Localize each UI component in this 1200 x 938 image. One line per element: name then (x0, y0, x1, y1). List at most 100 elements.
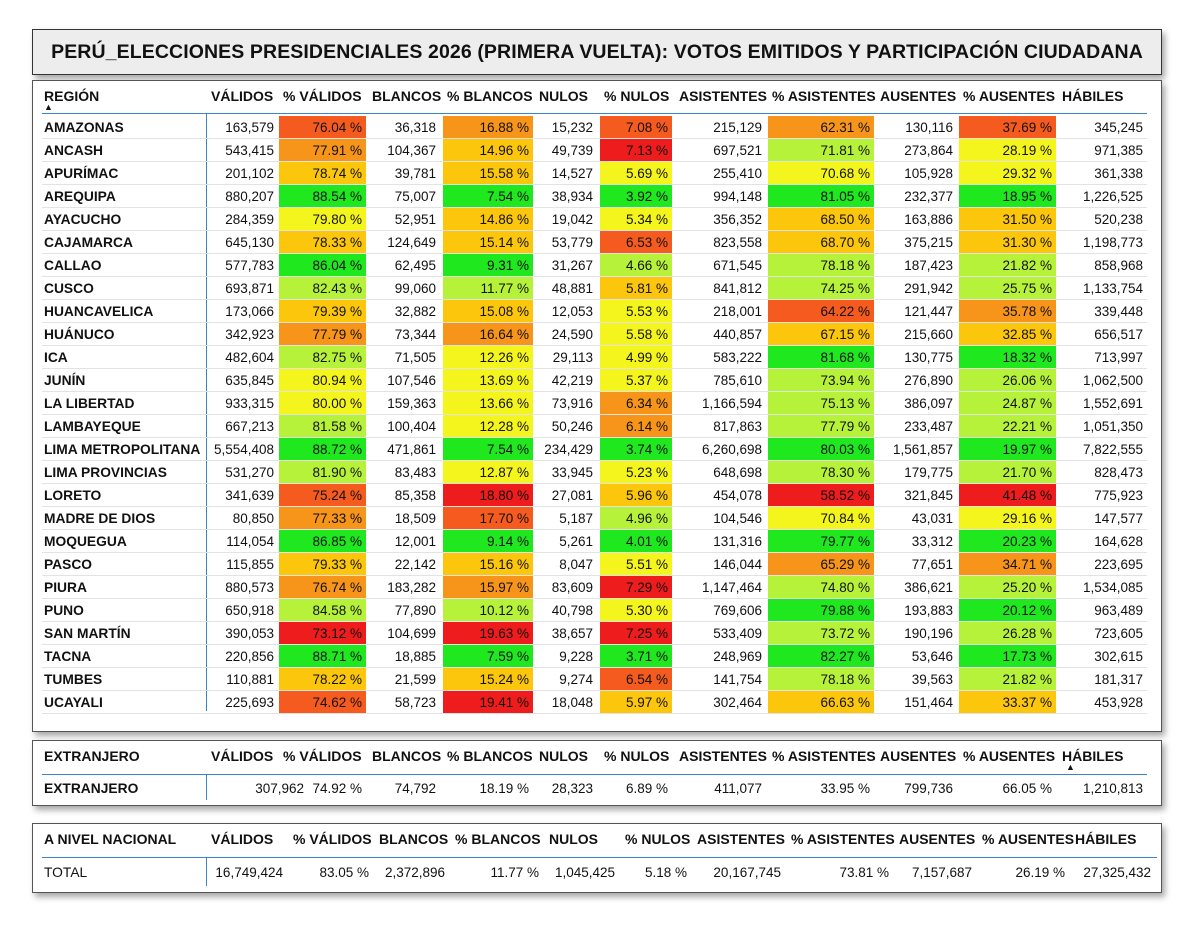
column-header-pct-ausentes[interactable]: % AUSENTES (959, 81, 1060, 111)
cell-pct-ausentes: 25.20 % (959, 576, 1056, 598)
column-header-blancos[interactable]: BLANCOS (375, 824, 453, 854)
cell-pct-asistentes: 67.15 % (768, 323, 874, 345)
cell-pct-validos: 81.90 % (279, 461, 366, 483)
column-header-blancos[interactable]: BLANCOS (368, 741, 444, 771)
column-header-name[interactable]: REGIÓN ▲ (44, 81, 209, 112)
column-header-name[interactable]: A NIVEL NACIONAL (44, 824, 209, 854)
column-header-ausentes[interactable]: AUSENTES (876, 741, 961, 771)
cell-validos: 635,845 (225, 372, 274, 388)
extranjero-table: EXTRANJERO VÁLIDOS % VÁLIDOS BLANCOS % BLANC… (32, 740, 1162, 806)
column-header-nulos[interactable]: NULOS (545, 824, 623, 854)
row-divider (42, 414, 1147, 415)
column-header-pct-asistentes[interactable]: % ASISTENTES (768, 741, 878, 771)
cell-nulos: 5,187 (559, 510, 593, 526)
column-header-pct-blancos[interactable]: % BLANCOS (443, 81, 537, 111)
cell-ausentes: 291,942 (904, 280, 953, 296)
cell-pct-validos: 78.33 % (279, 231, 366, 253)
cell-ausentes: 33,312 (911, 533, 953, 549)
column-header-nulos[interactable]: NULOS (535, 741, 601, 771)
cell-blancos: 12,001 (394, 533, 436, 549)
column-header-validos[interactable]: VÁLIDOS (207, 824, 291, 854)
column-header-blancos[interactable]: BLANCOS (368, 81, 444, 111)
column-header-asistentes[interactable]: ASISTENTES (693, 824, 789, 854)
cell-habiles: 1,210,813 (1082, 780, 1143, 796)
column-header-pct-nulos[interactable]: % NULOS (600, 741, 676, 771)
column-header-pct-validos[interactable]: % VÁLIDOS (279, 81, 370, 111)
column-header-pct-validos[interactable]: % VÁLIDOS (289, 824, 377, 854)
column-header-name[interactable]: EXTRANJERO (44, 741, 209, 771)
cell-pct-asistentes: 75.13 % (768, 392, 874, 414)
column-header-label: % VÁLIDOS (293, 831, 372, 847)
sort-ascending-icon[interactable]: ▲ (44, 102, 53, 112)
cell-pct-blancos: 14.86 % (443, 208, 533, 230)
cell-ausentes: 190,196 (904, 625, 953, 641)
cell-asistentes: 6,260,698 (701, 441, 762, 457)
cell-validos: 531,270 (225, 464, 274, 480)
cell-pct-blancos: 15.08 % (443, 300, 533, 322)
cell-nulos: 19,042 (551, 211, 593, 227)
cell-pct-ausentes: 19.97 % (959, 438, 1056, 460)
column-header-label: % BLANCOS (455, 831, 541, 847)
cell-asistentes: 648,698 (713, 464, 762, 480)
column-header-pct-validos[interactable]: % VÁLIDOS (279, 741, 370, 771)
cell-pct-asistentes: 80.03 % (768, 438, 874, 460)
cell-blancos: 2,372,896 (384, 864, 445, 880)
column-header-pct-ausentes[interactable]: % AUSENTES (978, 824, 1074, 854)
cell-pct-nulos: 5.18 % (644, 864, 687, 880)
cell-pct-blancos: 7.59 % (443, 645, 533, 667)
cell-validos: 201,102 (225, 165, 274, 181)
cell-blancos: 32,882 (394, 303, 436, 319)
row-divider (42, 667, 1147, 668)
cell-habiles: 1,534,085 (1082, 579, 1143, 595)
cell-asistentes: 583,222 (713, 349, 762, 365)
cell-pct-validos: 74.62 % (279, 691, 366, 713)
header-separator (42, 857, 1157, 858)
column-header-label: % VÁLIDOS (283, 88, 362, 104)
cell-pct-nulos: 5.34 % (600, 208, 672, 230)
cell-pct-nulos: 5.69 % (600, 162, 672, 184)
column-header-asistentes[interactable]: ASISTENTES (675, 81, 770, 111)
cell-pct-ausentes: 26.06 % (959, 369, 1056, 391)
cell-pct-asistentes: 58.52 % (768, 484, 874, 506)
column-header-label: AUSENTES (880, 748, 957, 764)
column-header-label: % ASISTENTES (772, 88, 876, 104)
column-header-pct-blancos[interactable]: % BLANCOS (451, 824, 547, 854)
cell-pct-blancos: 14.96 % (443, 139, 533, 161)
cell-pct-nulos: 5.97 % (600, 691, 672, 713)
column-header-pct-blancos[interactable]: % BLANCOS (443, 741, 537, 771)
column-header-pct-ausentes[interactable]: % AUSENTES (959, 741, 1060, 771)
column-header-validos[interactable]: VÁLIDOS (207, 741, 312, 771)
column-header-asistentes[interactable]: ASISTENTES (675, 741, 770, 771)
row-divider (42, 644, 1147, 645)
column-header-ausentes[interactable]: AUSENTES (895, 824, 980, 854)
cell-pct-asistentes: 74.25 % (768, 277, 874, 299)
cell-pct-ausentes: 28.19 % (959, 139, 1056, 161)
region-name: TACNA (44, 648, 92, 664)
column-header-ausentes[interactable]: AUSENTES (876, 81, 961, 111)
cell-pct-validos: 81.58 % (279, 415, 366, 437)
column-header-validos[interactable]: VÁLIDOS (207, 81, 282, 111)
cell-ausentes: 1,561,857 (892, 441, 953, 457)
column-header-habiles[interactable]: HÁBILES ▲ (1058, 741, 1151, 772)
column-header-label: AUSENTES (899, 831, 976, 847)
row-divider (42, 690, 1147, 691)
cell-ausentes: 53,646 (911, 648, 953, 664)
region-header-label: REGIÓN (44, 88, 100, 104)
column-header-pct-asistentes[interactable]: % ASISTENTES (768, 81, 878, 111)
cell-habiles: 181,317 (1094, 671, 1143, 687)
column-header-pct-nulos[interactable]: % NULOS (621, 824, 695, 854)
cell-pct-asistentes: 64.22 % (768, 300, 874, 322)
cell-habiles: 520,238 (1094, 211, 1143, 227)
column-header-pct-nulos[interactable]: % NULOS (600, 81, 676, 111)
cell-pct-asistentes: 82.27 % (768, 645, 874, 667)
cell-habiles: 713,997 (1094, 349, 1143, 365)
column-header-nulos[interactable]: NULOS (535, 81, 601, 111)
sort-ascending-icon[interactable]: ▲ (1066, 762, 1075, 772)
region-name: PIURA (44, 579, 87, 595)
cell-pct-ausentes: 21.70 % (959, 461, 1056, 483)
column-header-label: NULOS (549, 831, 598, 847)
column-header-pct-asistentes[interactable]: % ASISTENTES (787, 824, 897, 854)
column-header-habiles[interactable]: HÁBILES (1058, 81, 1151, 111)
cell-pct-blancos: 15.97 % (443, 576, 533, 598)
column-header-habiles[interactable]: HÁBILES (1071, 824, 1159, 854)
